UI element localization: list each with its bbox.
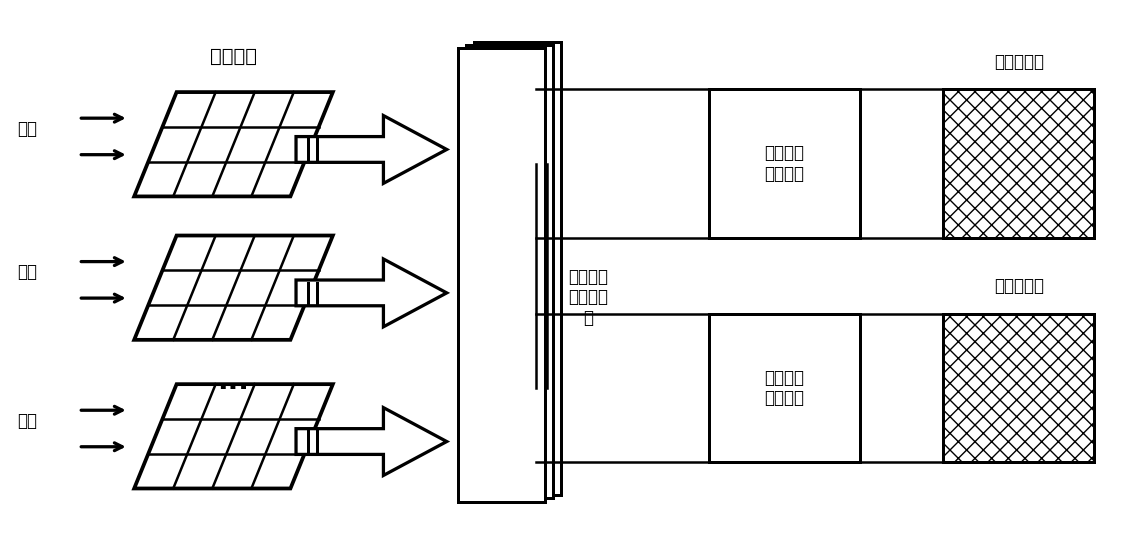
Text: ···: ··· xyxy=(218,374,249,402)
Text: 直流配电网: 直流配电网 xyxy=(994,53,1043,71)
Bar xyxy=(708,89,860,238)
Text: 交流站级
接口电路: 交流站级 接口电路 xyxy=(764,369,804,407)
Polygon shape xyxy=(296,259,446,327)
Polygon shape xyxy=(134,236,333,340)
Text: 光照: 光照 xyxy=(17,263,36,281)
Text: 光照: 光照 xyxy=(17,120,36,138)
Polygon shape xyxy=(296,407,446,475)
Bar xyxy=(458,48,544,502)
Text: 交流配电网: 交流配电网 xyxy=(994,277,1043,295)
Bar xyxy=(943,314,1095,462)
Bar xyxy=(466,44,552,498)
Text: 直流站级
接口电路: 直流站级 接口电路 xyxy=(764,144,804,183)
Bar xyxy=(943,89,1095,238)
Text: 光伏直流
升压变流
器: 光伏直流 升压变流 器 xyxy=(568,267,608,327)
Text: 光照: 光照 xyxy=(17,412,36,430)
Text: 光伏阵列: 光伏阵列 xyxy=(210,47,257,66)
Polygon shape xyxy=(134,384,333,489)
Polygon shape xyxy=(296,116,446,183)
Bar xyxy=(708,314,860,462)
Bar xyxy=(474,42,560,495)
Polygon shape xyxy=(134,92,333,197)
